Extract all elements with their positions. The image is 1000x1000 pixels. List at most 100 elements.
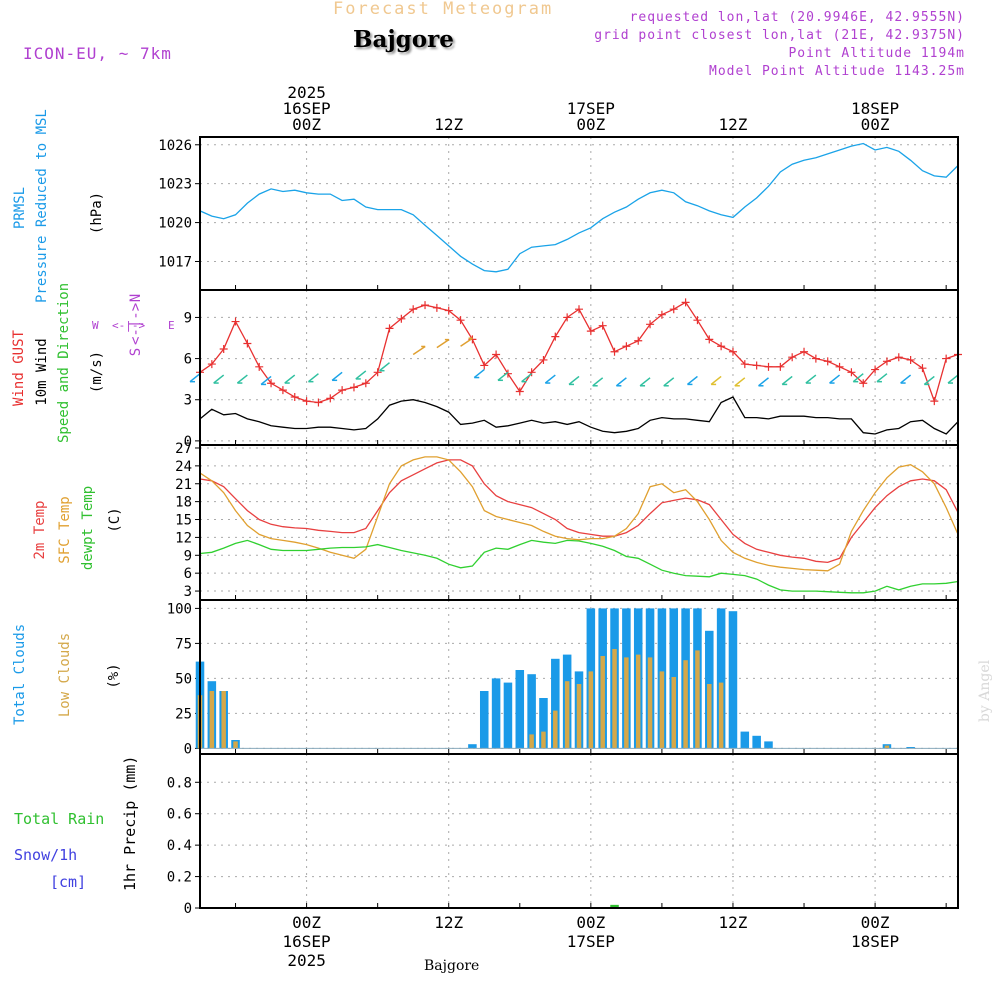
gust-marker xyxy=(563,313,572,322)
top-time-label: 16SEP xyxy=(283,99,331,118)
bar-low-clouds xyxy=(553,710,558,749)
bar-total-clouds xyxy=(527,674,536,749)
wind-barb xyxy=(852,373,864,383)
bottom-time-label: 18SEP xyxy=(851,932,899,951)
requested-coords: requested lon,lat (20.9946E, 42.9555N) xyxy=(629,10,965,25)
bar-low-clouds xyxy=(624,657,629,749)
wind-barb xyxy=(521,373,533,383)
bar-low-clouds xyxy=(671,677,677,749)
wind-barb xyxy=(923,375,935,386)
gust-marker xyxy=(669,305,678,314)
gust-marker xyxy=(871,365,880,374)
wind-barb xyxy=(307,373,319,383)
y-tick-label: 18 xyxy=(175,495,192,511)
wind-barb xyxy=(947,374,959,384)
gust-marker xyxy=(373,368,382,377)
gust-marker xyxy=(421,301,430,310)
bar-low-clouds xyxy=(695,650,700,749)
series-line-2m-temp xyxy=(199,459,959,564)
gust-marker xyxy=(764,362,773,371)
precip-frame xyxy=(199,753,959,909)
gust-marker xyxy=(823,357,832,366)
bar-low-clouds xyxy=(707,684,712,749)
gust-marker xyxy=(847,368,856,377)
bottom-time-label: 2025 xyxy=(287,951,326,970)
bottom-time-label: 17SEP xyxy=(567,932,615,951)
gust-marker xyxy=(243,339,252,348)
bar-total-clouds xyxy=(551,658,560,749)
gust-marker xyxy=(717,342,726,351)
bar-low-clouds xyxy=(529,734,534,749)
wind-barb xyxy=(639,377,651,387)
gust-marker xyxy=(906,355,915,364)
wind-barb xyxy=(189,373,201,383)
gust-marker xyxy=(586,327,595,336)
y-tick-label: 12 xyxy=(175,530,192,546)
gust-marker xyxy=(527,368,536,377)
top-time-label: 00Z xyxy=(576,115,605,134)
wind-barb xyxy=(473,368,485,379)
snow-label: Snow/1h xyxy=(14,846,78,864)
bar-low-clouds xyxy=(612,649,617,749)
gust-marker xyxy=(942,354,951,363)
gust-marker xyxy=(681,298,690,307)
bottom-time-label: 12Z xyxy=(434,913,463,932)
model-altitude: Model Point Altitude 1143.25m xyxy=(709,64,965,79)
gust-marker xyxy=(835,362,844,371)
wind-barb xyxy=(900,374,912,384)
wind-barb xyxy=(710,375,722,386)
bar-total-clouds xyxy=(716,608,726,749)
wind-barb xyxy=(686,375,698,386)
y-tick-label: 0.4 xyxy=(167,838,192,854)
wind-barb xyxy=(284,374,296,384)
gust-marker xyxy=(894,353,903,362)
gust-marker xyxy=(515,387,524,396)
gust-marker xyxy=(492,350,501,359)
y-tick-label: 15 xyxy=(175,513,192,529)
series-line-prmsl xyxy=(199,142,959,273)
bar-total-clouds xyxy=(539,698,548,749)
bottom-time-label: 00Z xyxy=(861,913,890,932)
gust-marker xyxy=(444,306,453,315)
gust-marker xyxy=(302,397,311,406)
wind-barb xyxy=(734,377,746,387)
bottom-time-label: 00Z xyxy=(292,913,321,932)
bar-low-clouds xyxy=(576,684,582,749)
wind-barb xyxy=(592,377,604,387)
top-time-label: 17SEP xyxy=(567,99,615,118)
gust-marker xyxy=(361,379,370,388)
wind-barb xyxy=(568,375,580,386)
gust-marker xyxy=(409,305,418,314)
wind-barb xyxy=(758,377,769,387)
gust-marker xyxy=(752,361,761,370)
gust-marker xyxy=(728,347,737,356)
gust-marker xyxy=(539,355,548,364)
model-name: ICON-EU, ~ 7km xyxy=(23,44,172,63)
bar-low-clouds xyxy=(564,681,570,749)
y-tick-label: 0.6 xyxy=(167,807,192,823)
y-tick-label: 24 xyxy=(175,459,192,475)
wind-barb xyxy=(829,374,841,384)
bar-total-rain xyxy=(610,904,619,908)
y-tick-label: 3 xyxy=(184,393,192,409)
y-tick-label: 3 xyxy=(184,584,192,600)
y-tick-label: 25 xyxy=(175,706,192,722)
gust-marker xyxy=(693,316,702,325)
bottom-time-label: 12Z xyxy=(719,913,748,932)
bar-low-clouds xyxy=(233,741,238,749)
bar-total-clouds xyxy=(479,691,489,749)
snow-unit-label: [cm] xyxy=(50,873,87,891)
gust-marker xyxy=(219,344,228,353)
gust-marker xyxy=(278,386,287,395)
series-line-dewpt-temp xyxy=(199,539,959,594)
bar-low-clouds xyxy=(541,731,546,749)
y-tick-label: 6 xyxy=(184,352,192,368)
bar-low-clouds xyxy=(647,657,653,749)
point-altitude: Point Altitude 1194m xyxy=(788,46,965,61)
wind-barb xyxy=(213,374,225,384)
wind-barb xyxy=(236,374,248,384)
footer-location: Bajgore xyxy=(424,958,480,974)
location-title: Bajgore xyxy=(353,26,454,53)
series-line-sfc-temp xyxy=(199,456,959,572)
top-time-label: 2025 xyxy=(287,83,326,102)
